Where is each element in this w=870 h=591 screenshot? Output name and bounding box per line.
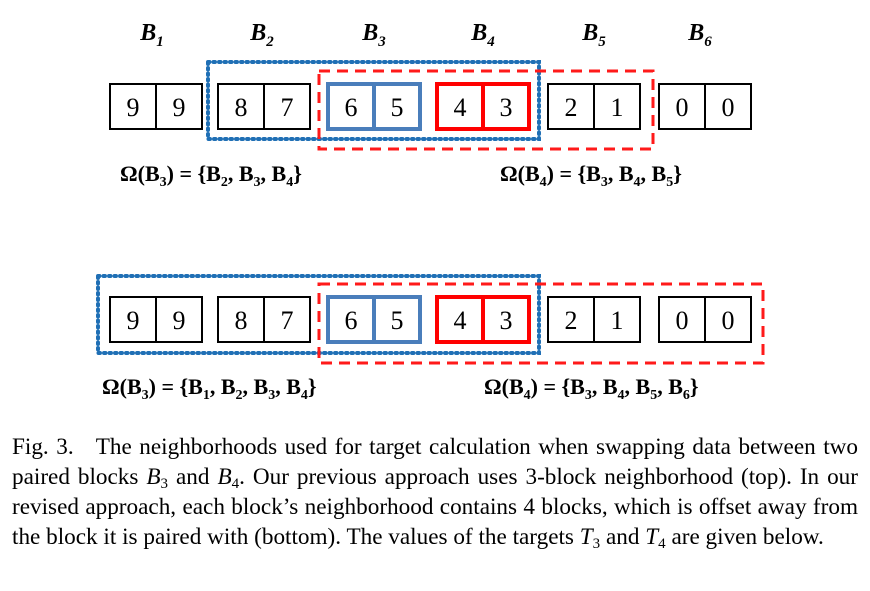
block-b4-value-1: 4: [454, 93, 467, 122]
block-b1-value-1: 9: [127, 306, 140, 335]
block-b6-value-2: 0: [722, 306, 735, 335]
neighborhood-formulas: Ω(B3) = {B2, B3, B4} Ω(B4) = {B3, B4, B5}…: [102, 161, 699, 400]
block-b1-value-2: 9: [173, 93, 186, 122]
top-neighborhood-b3-outline: [206, 60, 541, 141]
block-label-6: B6: [687, 20, 712, 50]
caption-and-1: and: [168, 464, 218, 490]
block-b5-value-1: 2: [565, 93, 578, 122]
target-t4-ref-subscript: 4: [658, 536, 666, 552]
block-b4-value-2: 3: [500, 93, 513, 122]
block-b3-ref-subscript: 3: [160, 476, 169, 492]
caption-and-2: and: [600, 524, 646, 550]
block-b6-value-2: 0: [722, 93, 735, 122]
target-t3-ref-subscript: 3: [592, 536, 601, 552]
block-b3-value-2: 5: [391, 93, 404, 122]
bottom-omega-b4-formula: Ω(B4) = {B3, B4, B5, B6}: [484, 374, 699, 400]
block-b1-value-1: 9: [127, 93, 140, 122]
block-b3-ref: B: [146, 464, 161, 490]
block-label-5: B5: [581, 20, 606, 50]
block-labels: B1 B2 B3 B4 B5 B6: [139, 20, 712, 50]
block-b5-value-1: 2: [565, 306, 578, 335]
block-b5-value-2: 1: [611, 306, 624, 335]
target-t3-ref: T: [579, 524, 593, 550]
block-b3-value-2: 5: [391, 306, 404, 335]
caption-text-part1: The neighborhoods used for target calcul…: [12, 434, 858, 490]
block-b4-value-2: 3: [500, 306, 513, 335]
block-label-3: B3: [361, 20, 386, 50]
block-b6-value-1: 0: [676, 93, 689, 122]
block-b2-value-1: 8: [235, 93, 248, 122]
block-label-1: B1: [139, 20, 164, 50]
block-label-2: B2: [249, 20, 274, 50]
target-t4-ref: T: [645, 524, 659, 550]
top-omega-b3-formula: Ω(B3) = {B2, B3, B4}: [120, 161, 302, 190]
block-b4-value-1: 4: [454, 306, 467, 335]
block-b2-value-2: 7: [281, 306, 294, 335]
top-omega-b4-formula: Ω(B4) = {B3, B4, B5}: [500, 161, 682, 190]
block-b2-value-1: 8: [235, 306, 248, 335]
caption-text-part3: are given below.: [665, 524, 824, 550]
top-neighborhood-b4-outline: [317, 69, 655, 151]
block-label-4: B4: [470, 20, 495, 50]
bottom-neighborhood-b4-outline: [317, 282, 765, 365]
block-b4-ref-subscript: 4: [231, 476, 240, 492]
block-b4-ref: B: [217, 464, 232, 490]
block-b1-value-2: 9: [173, 306, 186, 335]
figure-caption: Fig. 3. The neighborhoods used for targe…: [12, 432, 858, 552]
block-b2-value-2: 7: [281, 93, 294, 122]
caption-label: Fig. 3.: [12, 434, 74, 460]
block-b6-value-1: 0: [676, 306, 689, 335]
block-b3-value-1: 6: [345, 93, 358, 122]
block-b5-value-2: 1: [611, 93, 624, 122]
bottom-omega-b3-formula: Ω(B3) = {B1, B2, B3, B4}: [102, 374, 317, 400]
block-b3-value-1: 6: [345, 306, 358, 335]
caption-text-part2: . Our previous approach uses 3-block nei…: [12, 464, 858, 550]
